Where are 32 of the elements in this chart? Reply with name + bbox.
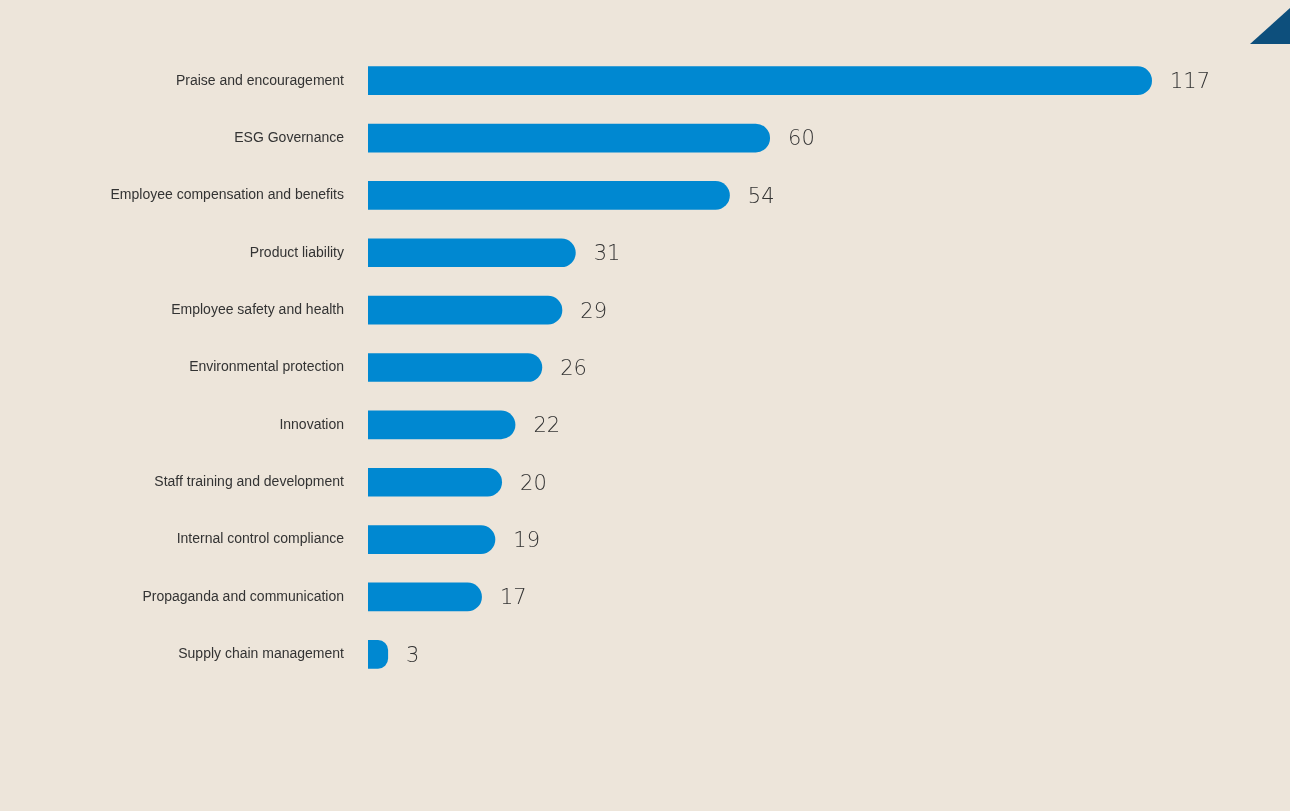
y-tick-label: ESG Governance — [234, 128, 345, 145]
bar — [368, 295, 563, 325]
y-tick-label: Product liability — [249, 243, 344, 260]
bar — [368, 123, 771, 153]
data-label: 3 — [406, 642, 420, 667]
bar — [368, 525, 496, 554]
y-tick-label: Employee compensation and benefits — [110, 186, 344, 203]
bar — [368, 66, 1152, 96]
bar — [368, 353, 543, 382]
y-tick-label: Praise and encouragement — [175, 71, 345, 88]
data-label: 17 — [499, 585, 527, 610]
bar — [368, 467, 503, 497]
data-label: 20 — [520, 470, 547, 495]
data-label: 117 — [1170, 69, 1211, 94]
y-tick-label: Internal control compliance — [176, 530, 345, 547]
y-tick-label: Environmental protection — [189, 358, 344, 375]
data-label: 29 — [580, 298, 608, 323]
y-tick-label: Supply chain management — [178, 645, 345, 662]
data-label: 60 — [788, 126, 815, 151]
bar — [368, 410, 516, 440]
data-label: 31 — [593, 241, 621, 266]
y-tick-label: Innovation — [279, 415, 344, 432]
y-tick-label: Staff training and development — [154, 473, 345, 490]
data-label: 22 — [533, 413, 561, 438]
y-tick-label: Propaganda and communication — [142, 587, 344, 604]
y-tick-label: Employee safety and health — [171, 301, 344, 317]
bar — [368, 582, 482, 612]
data-label: 54 — [747, 183, 775, 208]
bar — [368, 181, 730, 210]
data-label: 26 — [560, 355, 587, 380]
data-label: 19 — [513, 528, 541, 553]
bar — [368, 238, 576, 268]
